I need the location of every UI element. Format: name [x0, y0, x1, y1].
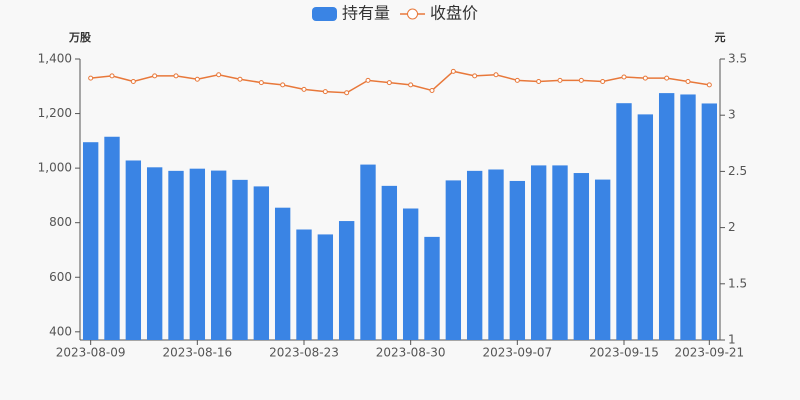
bar — [616, 103, 632, 341]
price-point — [237, 76, 243, 82]
x-tick-label: 2023-08-09 — [56, 346, 126, 360]
price-point — [344, 90, 350, 96]
price-point — [173, 73, 179, 79]
bar — [637, 114, 654, 340]
price-point — [706, 82, 712, 88]
bar — [146, 167, 163, 340]
price-line — [90, 70, 710, 94]
x-tick-label: 2023-08-23 — [269, 346, 339, 360]
bar — [701, 103, 718, 340]
price-point — [88, 75, 94, 81]
bar — [530, 165, 547, 340]
bar — [680, 94, 696, 340]
y-axis-title: 万股 — [68, 31, 92, 44]
price-point — [386, 80, 392, 86]
y2-tick-label: 3 — [728, 108, 736, 122]
bar — [210, 170, 227, 340]
price-point — [408, 82, 414, 88]
price-point — [365, 77, 371, 83]
y-tick-label: 1,000 — [38, 161, 72, 175]
price-point — [642, 75, 648, 81]
bar — [552, 165, 568, 340]
price-point — [130, 78, 136, 84]
bar — [82, 142, 99, 340]
y-tick-label: 1,200 — [38, 106, 72, 120]
bar — [338, 221, 355, 340]
price-point — [578, 77, 584, 83]
legend-label: 持有量 — [342, 4, 390, 23]
price-point — [429, 87, 435, 93]
bar — [402, 208, 419, 340]
bar — [253, 186, 270, 340]
bar — [424, 236, 440, 340]
bar — [296, 229, 312, 340]
x-tick-label: 2023-08-16 — [162, 346, 232, 360]
price-point — [152, 73, 158, 79]
price-point — [536, 78, 542, 84]
y2-tick-label: 1.5 — [728, 276, 747, 290]
price-point — [109, 73, 115, 79]
y2-tick-label: 1 — [728, 333, 736, 347]
bar — [125, 160, 142, 340]
legend-swatch — [407, 8, 419, 20]
bar — [488, 169, 504, 340]
price-point — [301, 86, 307, 92]
price-point — [258, 80, 264, 86]
bar — [317, 234, 334, 340]
bar — [168, 170, 184, 340]
price-point — [685, 78, 691, 84]
bar — [509, 180, 526, 340]
bar — [573, 173, 590, 340]
price-point — [621, 74, 627, 80]
y2-axis-title: 元 — [715, 31, 726, 44]
price-point — [450, 68, 456, 74]
price-point — [600, 78, 606, 84]
price-point — [514, 77, 520, 83]
price-point — [493, 72, 499, 78]
price-point — [194, 76, 200, 82]
legend-swatch — [312, 7, 337, 21]
bar — [274, 207, 291, 340]
y-tick-label: 400 — [49, 324, 72, 338]
y-tick-label: 600 — [49, 270, 72, 284]
x-tick-label: 2023-09-07 — [482, 346, 552, 360]
y-tick-label: 800 — [49, 215, 72, 229]
legend-label: 收盘价 — [430, 4, 478, 23]
bar — [232, 179, 248, 340]
bar — [360, 164, 376, 340]
price-point — [557, 77, 563, 83]
bar — [381, 185, 398, 340]
bar — [189, 168, 206, 340]
y2-tick-label: 2.5 — [728, 164, 747, 178]
x-tick-label: 2023-08-30 — [376, 346, 446, 360]
price-point — [664, 75, 670, 81]
bar — [594, 179, 611, 340]
x-tick-label: 2023-09-15 — [589, 346, 659, 360]
price-point — [472, 73, 478, 79]
bar — [658, 93, 675, 340]
price-point — [280, 82, 286, 88]
y2-tick-label: 3.5 — [728, 52, 747, 66]
y-tick-label: 1,400 — [38, 52, 72, 66]
price-point — [322, 89, 328, 95]
bar — [445, 180, 462, 340]
price-point — [216, 72, 222, 78]
bar — [104, 136, 120, 340]
bar — [466, 170, 483, 340]
x-tick-label: 2023-09-21 — [674, 346, 744, 360]
y2-tick-label: 2 — [728, 220, 736, 234]
